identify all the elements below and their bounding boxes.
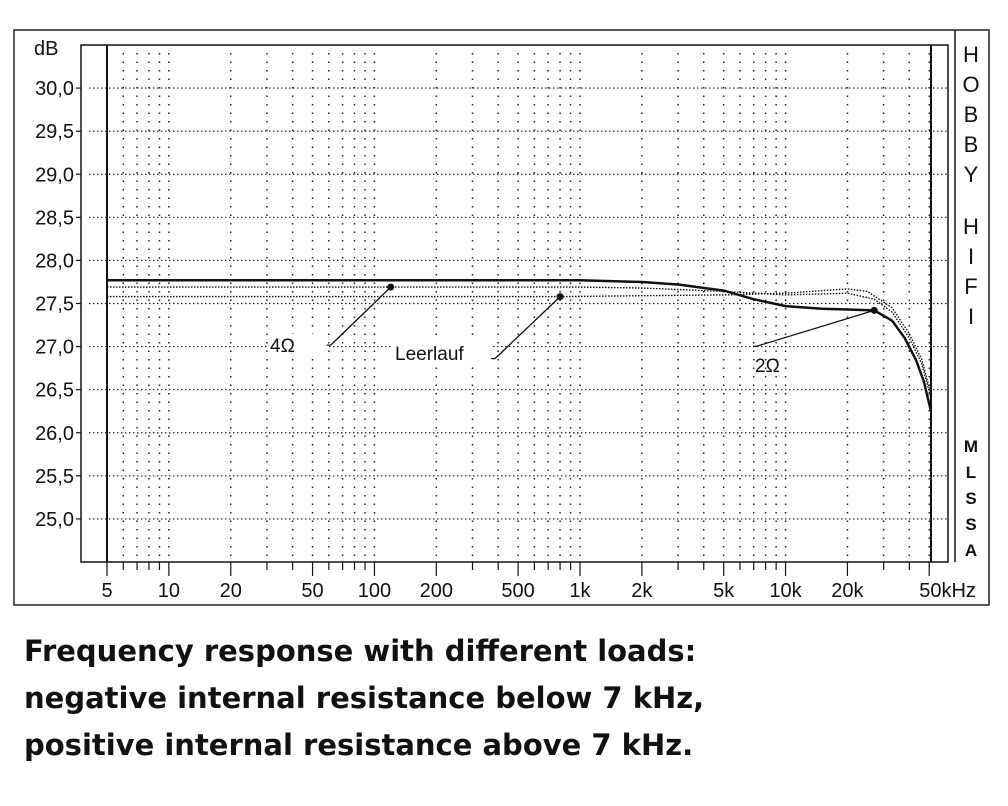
side-label-letter: I: [968, 244, 974, 269]
x-tick-label: 10k: [769, 580, 802, 602]
x-tick-label: 50: [301, 580, 323, 602]
callout-leader: [494, 296, 561, 360]
side-logo-letter: L: [966, 463, 976, 482]
x-tick-label: 20: [220, 580, 242, 602]
callout-label-bg: [393, 342, 492, 362]
x-tick-label: 50kHz: [919, 580, 976, 602]
y-axis-unit: dB: [34, 38, 58, 60]
y-tick-label: 29,5: [35, 121, 74, 143]
side-label-letter: O: [962, 72, 979, 97]
side-logo-letter: M: [964, 437, 978, 456]
caption-line: negative internal resistance below 7 kHz…: [24, 681, 705, 715]
x-tick-label: 5: [101, 580, 112, 602]
callout-leader: [756, 309, 875, 348]
x-tick-label: 5k: [713, 580, 735, 602]
y-tick-label: 26,0: [35, 423, 74, 445]
x-tick-label: 20k: [831, 580, 864, 602]
callout-label: 4Ω: [270, 336, 295, 357]
side-logo-letter: S: [965, 515, 976, 534]
side-logo-letter: S: [965, 489, 976, 508]
y-tick-label: 28,5: [35, 207, 74, 229]
y-tick-label: 30,0: [35, 78, 74, 100]
side-label-letter: B: [964, 102, 979, 127]
side-label-letter: Y: [964, 162, 979, 187]
side-label-letter: I: [968, 304, 974, 329]
side-label-letter: H: [963, 42, 979, 67]
x-tick-label: 200: [420, 580, 453, 602]
side-label-letter: F: [964, 274, 977, 299]
frequency-response-chart: dB 30,0 29,5 29,0 28,5 28,0 27,5 27,0 26,5 26,0 2…: [13, 29, 990, 606]
series-line-4ohm: [107, 286, 932, 399]
y-tick-label: 25,0: [35, 509, 74, 531]
y-tick-label: 27,0: [35, 337, 74, 359]
y-tick-label: 26,5: [35, 380, 74, 402]
callout-label: 2Ω: [755, 356, 780, 377]
x-tick-label: 100: [358, 580, 391, 602]
side-label-letter: B: [964, 132, 979, 157]
series-line-2ohm: [107, 278, 933, 412]
y-tick-label: 28,0: [35, 250, 74, 272]
callout-label-bg: [268, 334, 327, 354]
x-tick-label: 2k: [631, 580, 653, 602]
x-tick-label: 10: [158, 580, 180, 602]
chart-frame: [13, 29, 990, 606]
y-tick-label: 27,5: [35, 294, 74, 316]
caption-line: Frequency response with different loads:: [24, 634, 697, 668]
y-tick-label: 25,5: [35, 466, 74, 488]
callout-leader: [330, 286, 392, 346]
x-tick-label: 500: [501, 580, 534, 602]
side-logo-letter: A: [965, 541, 977, 560]
y-tick-label: 29,0: [35, 164, 74, 186]
caption-line: positive internal resistance above 7 kHz…: [24, 728, 694, 762]
series-line-Leerlauf: [107, 288, 932, 395]
figure-caption: Frequency response with different loads:…: [24, 628, 704, 769]
callout-label: Leerlauf: [395, 344, 464, 365]
side-label-letter: H: [963, 214, 979, 239]
x-tick-label: 1k: [569, 580, 591, 602]
